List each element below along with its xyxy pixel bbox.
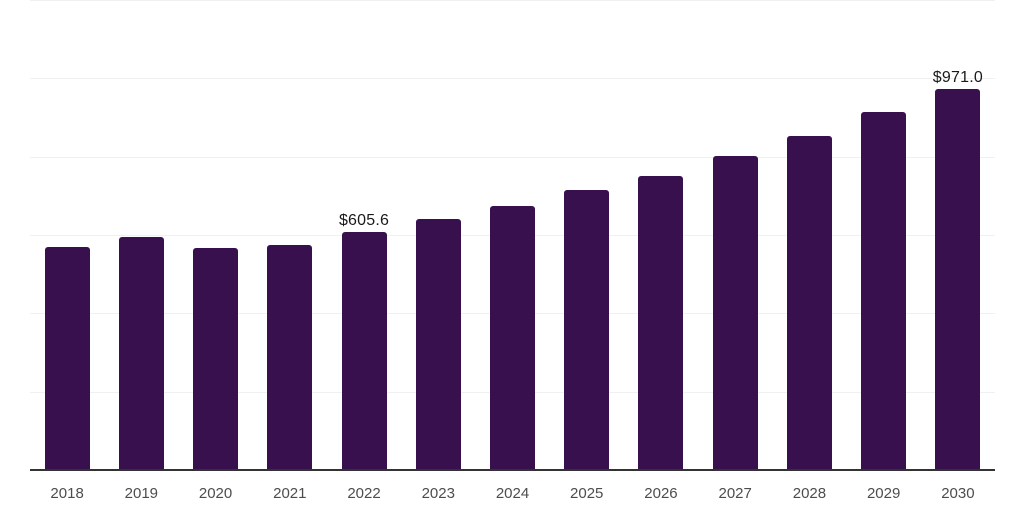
x-tick-label-2024: 2024 [495,485,530,502]
bar-2020 [193,248,239,469]
plot-area [30,0,995,471]
bar-2028 [786,136,832,469]
gridline-1000 [30,78,995,80]
bar-2018 [44,247,90,469]
bar-2029 [861,111,907,469]
x-tick-label-2021: 2021 [273,485,307,502]
x-tick-label-2029: 2029 [866,485,901,502]
x-tick-label-2019: 2019 [124,485,159,502]
x-tick-label-2020: 2020 [198,485,233,502]
bar-2023 [415,218,461,469]
gridline-800 [30,156,995,158]
bar-2022 [341,231,387,469]
bar-2027 [712,155,758,469]
bar-2026 [638,176,684,469]
x-tick-label-2022: 2022 [347,485,381,502]
x-tick-label-2028: 2028 [792,485,827,502]
data-label-2022: $605.6 [338,211,390,229]
x-tick-label-2030: 2030 [941,485,975,502]
bar-2021 [267,244,313,469]
x-axis-line [30,469,995,471]
x-tick-label-2026: 2026 [644,485,678,502]
x-tick-label-2023: 2023 [421,485,455,502]
bar-2024 [490,205,535,469]
x-tick-label-2018: 2018 [50,485,84,502]
gridline-1200 [30,0,995,1]
x-tick-label-2027: 2027 [718,485,752,502]
bar-2030 [935,88,981,469]
x-tick-label-2025: 2025 [570,485,604,502]
bar-2019 [118,237,164,469]
data-label-2030: $971.0 [932,68,983,86]
bar-2025 [564,190,610,469]
